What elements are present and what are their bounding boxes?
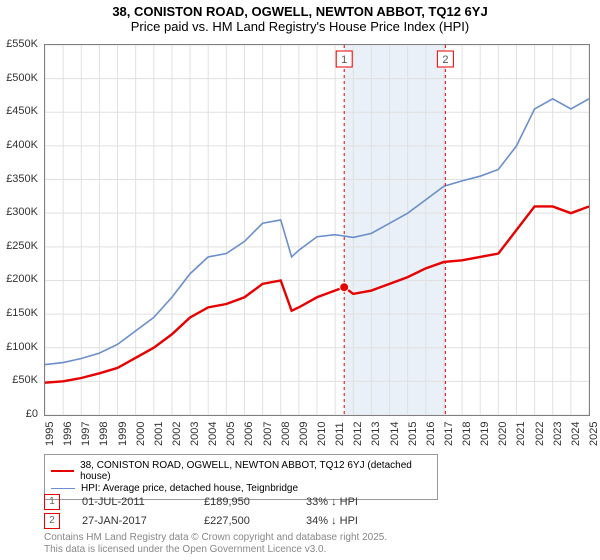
x-tick-label: 2017 bbox=[443, 422, 455, 446]
x-tick-label: 2012 bbox=[352, 422, 364, 446]
x-tick-label: 2001 bbox=[153, 422, 165, 446]
y-tick-label: £0 bbox=[26, 408, 38, 420]
x-tick-label: 2013 bbox=[370, 422, 382, 446]
x-tick-label: 2019 bbox=[479, 422, 491, 446]
legend-swatch bbox=[51, 470, 74, 472]
x-tick-label: 1995 bbox=[44, 422, 56, 446]
x-tick-label: 2005 bbox=[225, 422, 237, 446]
x-tick-label: 1998 bbox=[98, 422, 110, 446]
title-line-1: 38, CONISTON ROAD, OGWELL, NEWTON ABBOT,… bbox=[0, 4, 600, 19]
legend-item: 38, CONISTON ROAD, OGWELL, NEWTON ABBOT,… bbox=[51, 460, 431, 482]
svg-text:2: 2 bbox=[442, 54, 448, 66]
x-tick-label: 2021 bbox=[515, 422, 527, 446]
x-tick-label: 2024 bbox=[570, 422, 582, 446]
x-tick-label: 2020 bbox=[497, 422, 509, 446]
chart-title: 38, CONISTON ROAD, OGWELL, NEWTON ABBOT,… bbox=[0, 0, 600, 34]
x-axis: 1995 1996 1997 1998 1999 2000 2001 2002 2003 2004… bbox=[44, 418, 588, 448]
chart-container: 38, CONISTON ROAD, OGWELL, NEWTON ABBOT,… bbox=[0, 0, 600, 560]
x-tick-label: 2018 bbox=[461, 422, 473, 446]
transaction-delta: 34% ↓ HPI bbox=[306, 515, 358, 527]
y-tick-label: £500K bbox=[6, 72, 38, 84]
transaction-row: 2 27-JAN-2017 £227,500 34% ↓ HPI bbox=[44, 513, 358, 529]
y-tick-label: £50K bbox=[12, 374, 38, 386]
x-tick-label: 1999 bbox=[117, 422, 129, 446]
svg-text:1: 1 bbox=[341, 54, 347, 66]
x-tick-label: 2004 bbox=[207, 422, 219, 446]
footer-line-2: This data is licensed under the Open Gov… bbox=[44, 544, 387, 556]
x-tick-label: 2011 bbox=[334, 422, 346, 446]
x-tick-label: 2025 bbox=[588, 422, 600, 446]
x-tick-label: 2010 bbox=[316, 422, 328, 446]
legend-label: HPI: Average price, detached house, Teig… bbox=[81, 483, 298, 494]
x-tick-label: 1996 bbox=[62, 422, 74, 446]
y-tick-label: £550K bbox=[6, 38, 38, 50]
title-line-2: Price paid vs. HM Land Registry's House … bbox=[0, 19, 600, 34]
x-tick-label: 2002 bbox=[171, 422, 183, 446]
chart-svg: 12 bbox=[45, 45, 589, 415]
transaction-date: 27-JAN-2017 bbox=[82, 515, 182, 527]
footer-attribution: Contains HM Land Registry data © Crown c… bbox=[44, 532, 387, 556]
x-tick-label: 2022 bbox=[534, 422, 546, 446]
transaction-table: 1 01-JUL-2011 £189,950 33% ↓ HPI 2 27-JAN-201… bbox=[44, 494, 358, 532]
x-tick-label: 2000 bbox=[135, 422, 147, 446]
y-tick-label: £100K bbox=[6, 341, 38, 353]
transaction-marker-badge: 1 bbox=[44, 494, 60, 510]
x-tick-label: 2015 bbox=[407, 422, 419, 446]
x-tick-label: 2014 bbox=[389, 422, 401, 446]
transaction-price: £189,950 bbox=[204, 496, 284, 508]
transaction-delta: 33% ↓ HPI bbox=[306, 496, 358, 508]
legend-label: 38, CONISTON ROAD, OGWELL, NEWTON ABBOT,… bbox=[80, 460, 431, 482]
y-tick-label: £250K bbox=[6, 240, 38, 252]
x-tick-label: 1997 bbox=[80, 422, 92, 446]
x-tick-label: 2009 bbox=[298, 422, 310, 446]
y-tick-label: £200K bbox=[6, 273, 38, 285]
x-tick-label: 2016 bbox=[425, 422, 437, 446]
plot-area: 12 bbox=[44, 44, 590, 416]
y-tick-label: £150K bbox=[6, 307, 38, 319]
footer-line-1: Contains HM Land Registry data © Crown c… bbox=[44, 532, 387, 544]
y-tick-label: £300K bbox=[6, 206, 38, 218]
transaction-marker-badge: 2 bbox=[44, 513, 60, 529]
y-tick-label: £450K bbox=[6, 105, 38, 117]
transaction-date: 01-JUL-2011 bbox=[82, 496, 182, 508]
legend-item: HPI: Average price, detached house, Teig… bbox=[51, 483, 431, 494]
legend-swatch bbox=[51, 488, 75, 490]
y-axis: £0£50K£100K£150K£200K£250K£300K£350K£400… bbox=[0, 44, 42, 414]
x-tick-label: 2023 bbox=[552, 422, 564, 446]
y-tick-label: £400K bbox=[6, 139, 38, 151]
x-tick-label: 2007 bbox=[262, 422, 274, 446]
transaction-price: £227,500 bbox=[204, 515, 284, 527]
x-tick-label: 2008 bbox=[280, 422, 292, 446]
y-tick-label: £350K bbox=[6, 173, 38, 185]
x-tick-label: 2006 bbox=[243, 422, 255, 446]
transaction-row: 1 01-JUL-2011 £189,950 33% ↓ HPI bbox=[44, 494, 358, 510]
x-tick-label: 2003 bbox=[189, 422, 201, 446]
